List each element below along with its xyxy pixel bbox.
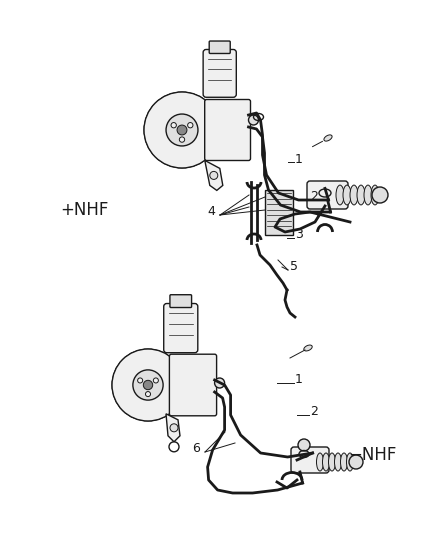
FancyBboxPatch shape <box>307 181 348 209</box>
Text: 6: 6 <box>192 442 200 455</box>
Circle shape <box>298 439 310 451</box>
Text: 4: 4 <box>207 205 215 218</box>
FancyBboxPatch shape <box>170 354 217 416</box>
Text: 1: 1 <box>295 373 303 386</box>
Text: 3: 3 <box>295 228 303 241</box>
Circle shape <box>133 370 163 400</box>
Circle shape <box>144 92 220 168</box>
Circle shape <box>177 125 187 135</box>
FancyBboxPatch shape <box>265 190 293 235</box>
Ellipse shape <box>336 185 344 205</box>
FancyBboxPatch shape <box>291 447 329 473</box>
Ellipse shape <box>335 453 342 471</box>
FancyBboxPatch shape <box>209 41 230 53</box>
Text: −NHF: −NHF <box>348 446 396 464</box>
Ellipse shape <box>371 185 379 205</box>
Ellipse shape <box>340 453 347 471</box>
Circle shape <box>248 115 258 125</box>
Text: +NHF: +NHF <box>60 201 108 219</box>
Circle shape <box>179 137 185 142</box>
Circle shape <box>166 114 198 146</box>
Circle shape <box>138 378 143 383</box>
Ellipse shape <box>343 185 351 205</box>
Text: 1: 1 <box>295 153 303 166</box>
Circle shape <box>112 349 184 421</box>
Text: 5: 5 <box>290 260 298 273</box>
Circle shape <box>171 123 177 128</box>
Polygon shape <box>166 414 180 442</box>
FancyBboxPatch shape <box>170 295 191 308</box>
Ellipse shape <box>346 453 353 471</box>
FancyBboxPatch shape <box>164 303 198 353</box>
Ellipse shape <box>304 345 312 351</box>
FancyBboxPatch shape <box>203 50 236 98</box>
Ellipse shape <box>317 453 324 471</box>
Circle shape <box>372 187 388 203</box>
Circle shape <box>187 123 193 128</box>
Circle shape <box>349 455 363 469</box>
Text: 2: 2 <box>310 405 318 418</box>
Ellipse shape <box>364 185 372 205</box>
Circle shape <box>170 424 178 432</box>
FancyBboxPatch shape <box>205 100 251 160</box>
Circle shape <box>215 378 225 388</box>
Circle shape <box>153 378 159 383</box>
Ellipse shape <box>350 185 358 205</box>
Circle shape <box>143 381 153 390</box>
Circle shape <box>144 92 220 168</box>
Ellipse shape <box>328 453 336 471</box>
Circle shape <box>112 349 184 421</box>
Polygon shape <box>205 160 223 190</box>
Ellipse shape <box>322 453 329 471</box>
Text: 2: 2 <box>310 190 318 203</box>
Ellipse shape <box>324 135 332 141</box>
Ellipse shape <box>357 185 365 205</box>
Circle shape <box>145 392 151 397</box>
Circle shape <box>210 172 218 180</box>
